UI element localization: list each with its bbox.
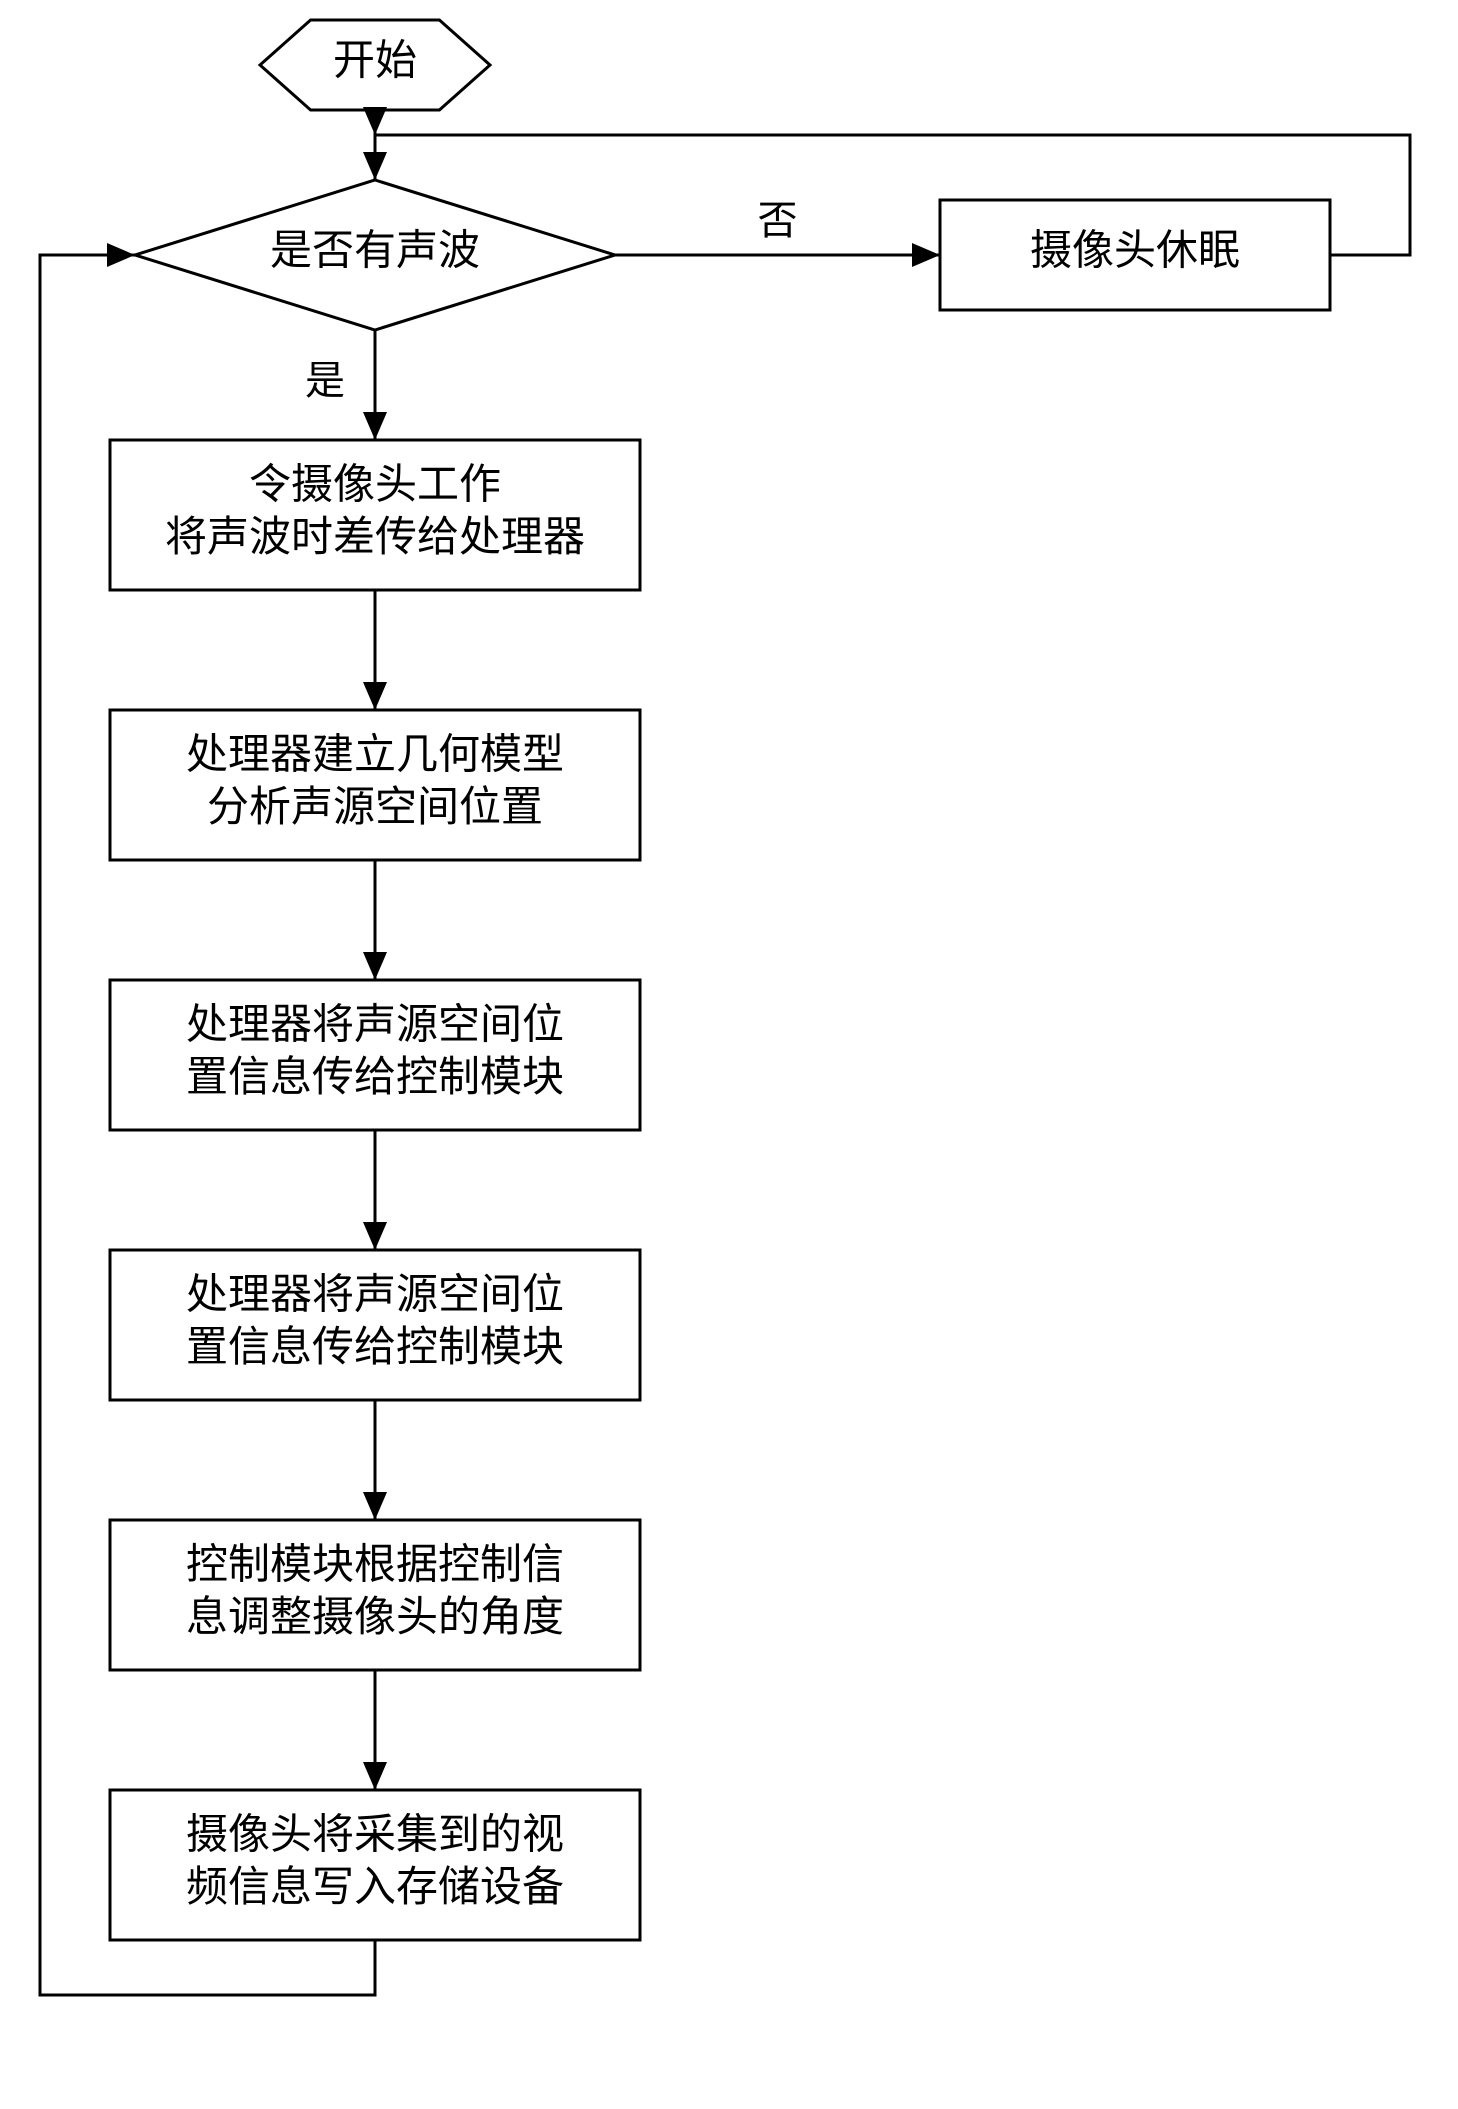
node-sleep-line0: 摄像头休眠 [1030,229,1240,275]
node-p1-line0: 令摄像头工作 [249,462,501,508]
node-p2-line1: 分析声源空间位置 [207,784,543,831]
node-p5-line0: 控制模块根据控制信 [186,1542,564,1588]
edge-label-1: 否 [758,198,798,243]
node-p2: 处理器建立几何模型分析声源空间位置 [110,710,640,860]
node-p4-line1: 置信息传给控制模块 [186,1324,564,1371]
node-start-line0: 开始 [333,39,417,85]
edge-label-2: 是 [305,358,345,403]
node-p4-line0: 处理器将声源空间位 [186,1271,564,1318]
node-p5-line1: 息调整摄像头的角度 [186,1594,564,1641]
node-p3: 处理器将声源空间位置信息传给控制模块 [110,980,640,1130]
node-p5: 控制模块根据控制信息调整摄像头的角度 [110,1520,640,1670]
node-p6: 摄像头将采集到的视频信息写入存储设备 [110,1790,640,1940]
node-p2-line0: 处理器建立几何模型 [186,731,564,778]
node-p6-line0: 摄像头将采集到的视 [186,1812,564,1858]
node-start: 开始 [260,20,490,110]
node-p1: 令摄像头工作将声波时差传给处理器 [110,440,640,590]
node-p6-line1: 频信息写入存储设备 [186,1864,564,1911]
node-p4: 处理器将声源空间位置信息传给控制模块 [110,1250,640,1400]
node-sleep: 摄像头休眠 [940,200,1330,310]
node-decision-line0: 是否有声波 [270,229,480,275]
node-p3-line1: 置信息传给控制模块 [186,1054,564,1101]
node-p1-line1: 将声波时差传给处理器 [165,515,585,561]
node-p3-line0: 处理器将声源空间位 [186,1001,564,1048]
flowchart-container: 开始是否有声波摄像头休眠令摄像头工作将声波时差传给处理器处理器建立几何模型分析声… [0,0,1458,2109]
